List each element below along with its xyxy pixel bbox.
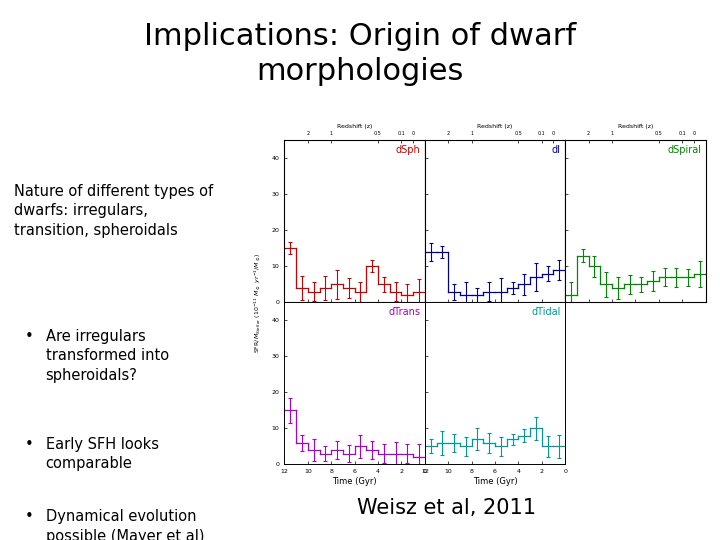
X-axis label: Time (Gyr): Time (Gyr) <box>333 477 377 486</box>
Text: Nature of different types of
dwarfs: irregulars,
transition, spheroidals: Nature of different types of dwarfs: irr… <box>14 184 214 238</box>
Text: •: • <box>24 329 34 344</box>
Text: dSph: dSph <box>396 145 420 156</box>
X-axis label: Redshift (z): Redshift (z) <box>618 124 653 129</box>
X-axis label: Redshift (z): Redshift (z) <box>337 124 372 129</box>
X-axis label: Redshift (z): Redshift (z) <box>477 124 513 129</box>
Text: dI: dI <box>552 145 561 156</box>
Text: Dynamical evolution
possible (Mayer et al): Dynamical evolution possible (Mayer et a… <box>45 509 204 540</box>
Text: dSpiral: dSpiral <box>667 145 701 156</box>
Text: •: • <box>24 509 34 524</box>
Text: SFR/$M_{Stellar}$ $(10^{-11}\ M_\odot\ yr^{-1}/M_\odot)$: SFR/$M_{Stellar}$ $(10^{-11}\ M_\odot\ y… <box>253 252 263 353</box>
X-axis label: Time (Gyr): Time (Gyr) <box>473 477 517 486</box>
Text: Weisz et al, 2011: Weisz et al, 2011 <box>357 498 536 518</box>
Text: Implications: Origin of dwarf
morphologies: Implications: Origin of dwarf morphologi… <box>144 22 576 86</box>
Text: dTrans: dTrans <box>389 307 420 318</box>
Text: dTidal: dTidal <box>531 307 561 318</box>
Text: Early SFH looks
comparable: Early SFH looks comparable <box>45 437 158 471</box>
Text: •: • <box>24 437 34 453</box>
Text: Are irregulars
transformed into
spheroidals?: Are irregulars transformed into spheroid… <box>45 329 168 383</box>
